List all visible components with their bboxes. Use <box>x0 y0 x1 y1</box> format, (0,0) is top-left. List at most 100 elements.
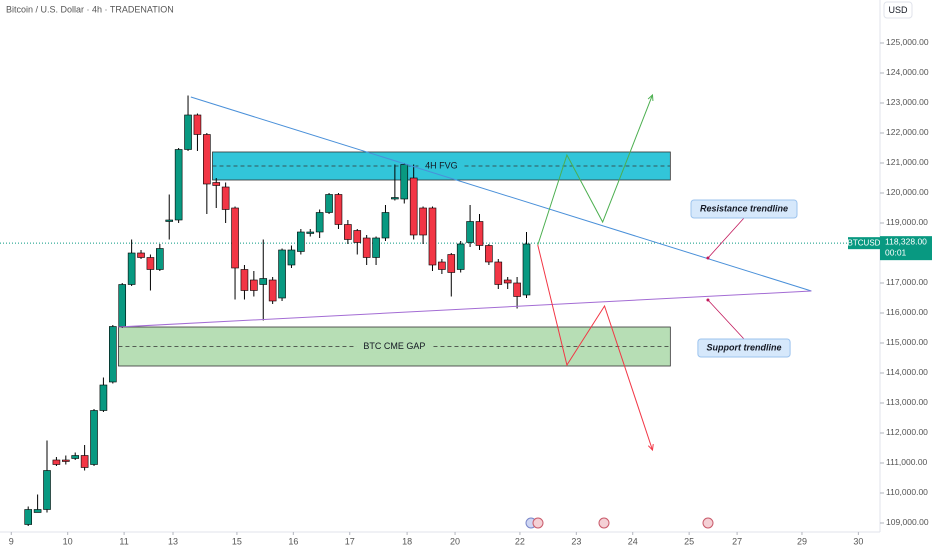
candle-body <box>33 509 42 513</box>
annotation-box <box>697 338 791 358</box>
candle-body <box>353 230 362 243</box>
symbol-label: BTCUSD <box>848 238 881 247</box>
y-tick-label: 117,000.00 <box>886 277 928 287</box>
candle-body <box>118 284 127 327</box>
annotation-connector <box>707 299 745 340</box>
candle-body <box>494 261 503 285</box>
candle-body <box>503 279 512 284</box>
candle-body <box>287 249 296 266</box>
candle-body <box>419 207 427 236</box>
candle-body <box>315 212 324 233</box>
x-tick-label: 25 <box>684 536 694 546</box>
currency[interactable]: USD <box>888 5 908 15</box>
candle-body <box>240 269 249 291</box>
candle-body <box>137 252 145 258</box>
event-icon[interactable] <box>702 517 714 529</box>
candle-body <box>522 243 531 296</box>
event-icon[interactable] <box>532 517 544 529</box>
candle-body <box>447 254 456 273</box>
candle-body <box>52 459 61 465</box>
candle-body <box>513 282 521 297</box>
currency-button[interactable] <box>883 1 913 19</box>
candle-body <box>62 459 70 462</box>
candle-body <box>71 455 80 459</box>
candle-body <box>400 164 409 200</box>
zone-label-bg <box>356 340 433 353</box>
candle-body <box>466 221 474 243</box>
candle-body <box>184 114 192 150</box>
candle-body <box>344 224 352 240</box>
y-tick-label: 112,000.00 <box>886 427 928 437</box>
x-tick-label: 27 <box>732 536 742 546</box>
candle-body <box>306 231 315 234</box>
y-tick-label: 120,000.00 <box>886 187 929 197</box>
candle-body <box>485 245 493 263</box>
price-label-bg <box>880 236 932 261</box>
x-tick-label: 22 <box>515 536 525 546</box>
y-tick-label: 119,000.00 <box>886 217 928 227</box>
y-tick-label: 124,000.00 <box>886 67 929 77</box>
y-tick-label: 125,000.00 <box>886 37 929 47</box>
y-tick-label: 122,000.00 <box>886 127 929 137</box>
annotation-anchor <box>706 256 710 260</box>
candle-body <box>212 182 221 186</box>
projection-arrowhead <box>647 93 654 102</box>
candle-body <box>127 252 136 285</box>
annotation-anchor <box>706 298 710 302</box>
x-tick-label: 18 <box>402 536 412 546</box>
candle-body <box>231 207 239 269</box>
annotation-text: Support trendline <box>707 342 782 352</box>
candle-body <box>90 410 98 465</box>
candle-body <box>456 243 465 270</box>
candle-body <box>165 219 174 222</box>
candle-body <box>174 149 183 221</box>
x-tick-label: 13 <box>168 536 178 546</box>
chart-title: Bitcoin / U.S. Dollar · 4h · TRADENATION <box>6 4 174 14</box>
x-tick-label: 11 <box>119 536 128 546</box>
trendline <box>118 290 812 328</box>
x-tick-label: 17 <box>345 536 355 546</box>
annotation-text: Resistance trendline <box>700 203 788 213</box>
candle-body <box>297 231 305 252</box>
candle-body <box>334 194 343 225</box>
x-tick-label: 29 <box>797 536 807 546</box>
candle-body <box>475 221 484 246</box>
x-tick-label: 30 <box>853 536 863 546</box>
x-tick-label: 16 <box>288 536 298 546</box>
zone-label-bg <box>418 159 465 172</box>
projection <box>537 94 653 246</box>
candle-body <box>325 194 333 213</box>
x-tick-label: 20 <box>450 536 460 546</box>
candle-body <box>24 509 33 525</box>
candle-body <box>428 207 437 266</box>
candle-body <box>203 134 211 185</box>
last-price: 118,328.00 <box>885 236 927 246</box>
zone-label: BTC CME GAP <box>363 341 425 351</box>
y-tick-label: 111,000.00 <box>886 457 928 467</box>
y-tick-label: 114,000.00 <box>886 367 928 377</box>
plot: 4H FVG BTC CME GAP Resistance trendline Sup… <box>0 93 880 526</box>
candle-body <box>381 212 390 239</box>
candle-body <box>156 248 164 270</box>
candle-body <box>259 278 268 285</box>
y-tick-label: 121,000.00 <box>886 157 929 167</box>
projection <box>537 244 653 451</box>
annotation-connector <box>707 217 745 259</box>
candle-body <box>438 261 446 270</box>
y-tick-label: 116,000.00 <box>886 307 928 317</box>
event-icons <box>525 517 714 529</box>
countdown: 00:01 <box>885 247 907 257</box>
x-tick-label: 23 <box>571 536 581 546</box>
candle-body <box>362 237 371 258</box>
event-icon[interactable] <box>598 517 610 529</box>
candle-body <box>99 384 108 411</box>
annotation-box <box>690 199 798 219</box>
candle-body <box>80 455 89 468</box>
y-tick-label: 109,000.00 <box>886 517 929 527</box>
candle-body <box>193 114 202 135</box>
candle-body <box>372 237 380 258</box>
candle-body <box>391 197 399 200</box>
y-tick-label: 113,000.00 <box>886 397 928 407</box>
projection-arrowhead <box>647 443 654 452</box>
